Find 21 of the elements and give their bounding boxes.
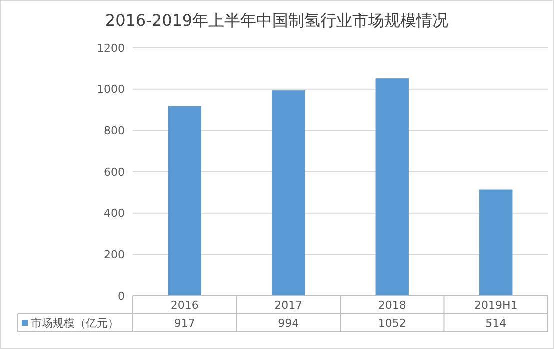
y-tick-label: 200: [104, 248, 125, 262]
bar: [480, 190, 513, 296]
data-label: 917: [174, 316, 196, 330]
bar: [376, 78, 409, 296]
y-tick-label: 400: [104, 207, 125, 220]
x-tick-label: 2019H1: [474, 298, 518, 312]
y-tick-label: 600: [104, 166, 125, 179]
data-label: 1052: [378, 316, 406, 330]
data-label: 994: [278, 316, 300, 330]
y-tick-label: 1000: [97, 83, 125, 96]
bar: [168, 106, 202, 296]
chart-title: 2016-2019年上半年中国制氢行业市场规模情况: [105, 11, 449, 30]
x-tick-label: 2016: [170, 298, 199, 312]
data-label: 514: [486, 316, 507, 330]
x-tick-label: 2018: [378, 298, 406, 312]
y-tick-label: 800: [104, 124, 125, 138]
x-tick-label: 2017: [274, 298, 303, 312]
y-tick-label: 1200: [97, 42, 125, 55]
bar: [272, 90, 306, 296]
y-tick-label: 0: [118, 290, 125, 303]
legend-label: 市场规模（亿元）: [31, 316, 119, 330]
